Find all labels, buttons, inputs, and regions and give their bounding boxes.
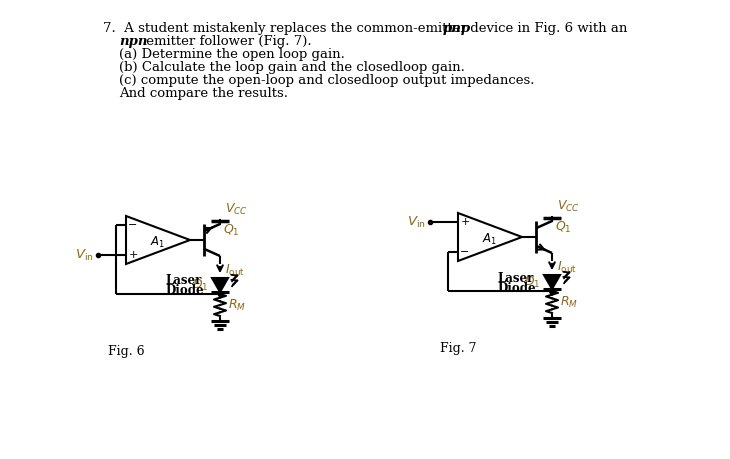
Text: Fig. 6: Fig. 6 — [108, 345, 145, 358]
Text: (c) compute the open-loop and closedloop output impedances.: (c) compute the open-loop and closedloop… — [119, 74, 534, 87]
Polygon shape — [212, 278, 228, 292]
Text: $D_1$: $D_1$ — [523, 274, 540, 290]
Text: $V_{CC}$: $V_{CC}$ — [225, 202, 247, 217]
Text: −: − — [128, 220, 138, 230]
Text: $A_1$: $A_1$ — [483, 231, 498, 246]
Text: Fig. 7: Fig. 7 — [440, 342, 477, 355]
Text: And compare the results.: And compare the results. — [119, 87, 288, 100]
Text: +: + — [461, 217, 469, 227]
Text: 7.  A student mistakenly replaces the common-emitter: 7. A student mistakenly replaces the com… — [103, 22, 471, 35]
Text: $R_M$: $R_M$ — [228, 297, 246, 313]
Text: $V_{\rm in}$: $V_{\rm in}$ — [407, 214, 426, 230]
Text: Laser: Laser — [165, 274, 201, 287]
Text: $A_1$: $A_1$ — [150, 235, 166, 250]
Text: $V_{CC}$: $V_{CC}$ — [557, 199, 580, 214]
Text: pnp: pnp — [443, 22, 471, 35]
Text: $R_M$: $R_M$ — [560, 295, 578, 309]
Text: $D_1$: $D_1$ — [192, 277, 208, 292]
Text: emitter follower (Fig. 7).: emitter follower (Fig. 7). — [142, 35, 312, 48]
Text: device in Fig. 6 with an: device in Fig. 6 with an — [466, 22, 627, 35]
Text: $V_{\rm in}$: $V_{\rm in}$ — [75, 247, 94, 263]
Text: $I_{\rm out}$: $I_{\rm out}$ — [225, 263, 245, 278]
Text: +: + — [128, 250, 138, 260]
Text: $Q_1$: $Q_1$ — [223, 223, 239, 238]
Polygon shape — [544, 275, 560, 289]
Text: (b) Calculate the loop gain and the closedloop gain.: (b) Calculate the loop gain and the clos… — [119, 61, 465, 74]
Text: (a) Determine the open loop gain.: (a) Determine the open loop gain. — [119, 48, 345, 61]
Text: npn: npn — [119, 35, 147, 48]
Text: Diode: Diode — [165, 285, 204, 297]
Text: Laser: Laser — [497, 272, 534, 285]
Text: Diode: Diode — [497, 281, 536, 295]
Text: −: − — [461, 247, 469, 257]
Text: $Q_1$: $Q_1$ — [555, 219, 572, 235]
Text: $I_{\rm out}$: $I_{\rm out}$ — [557, 259, 577, 274]
